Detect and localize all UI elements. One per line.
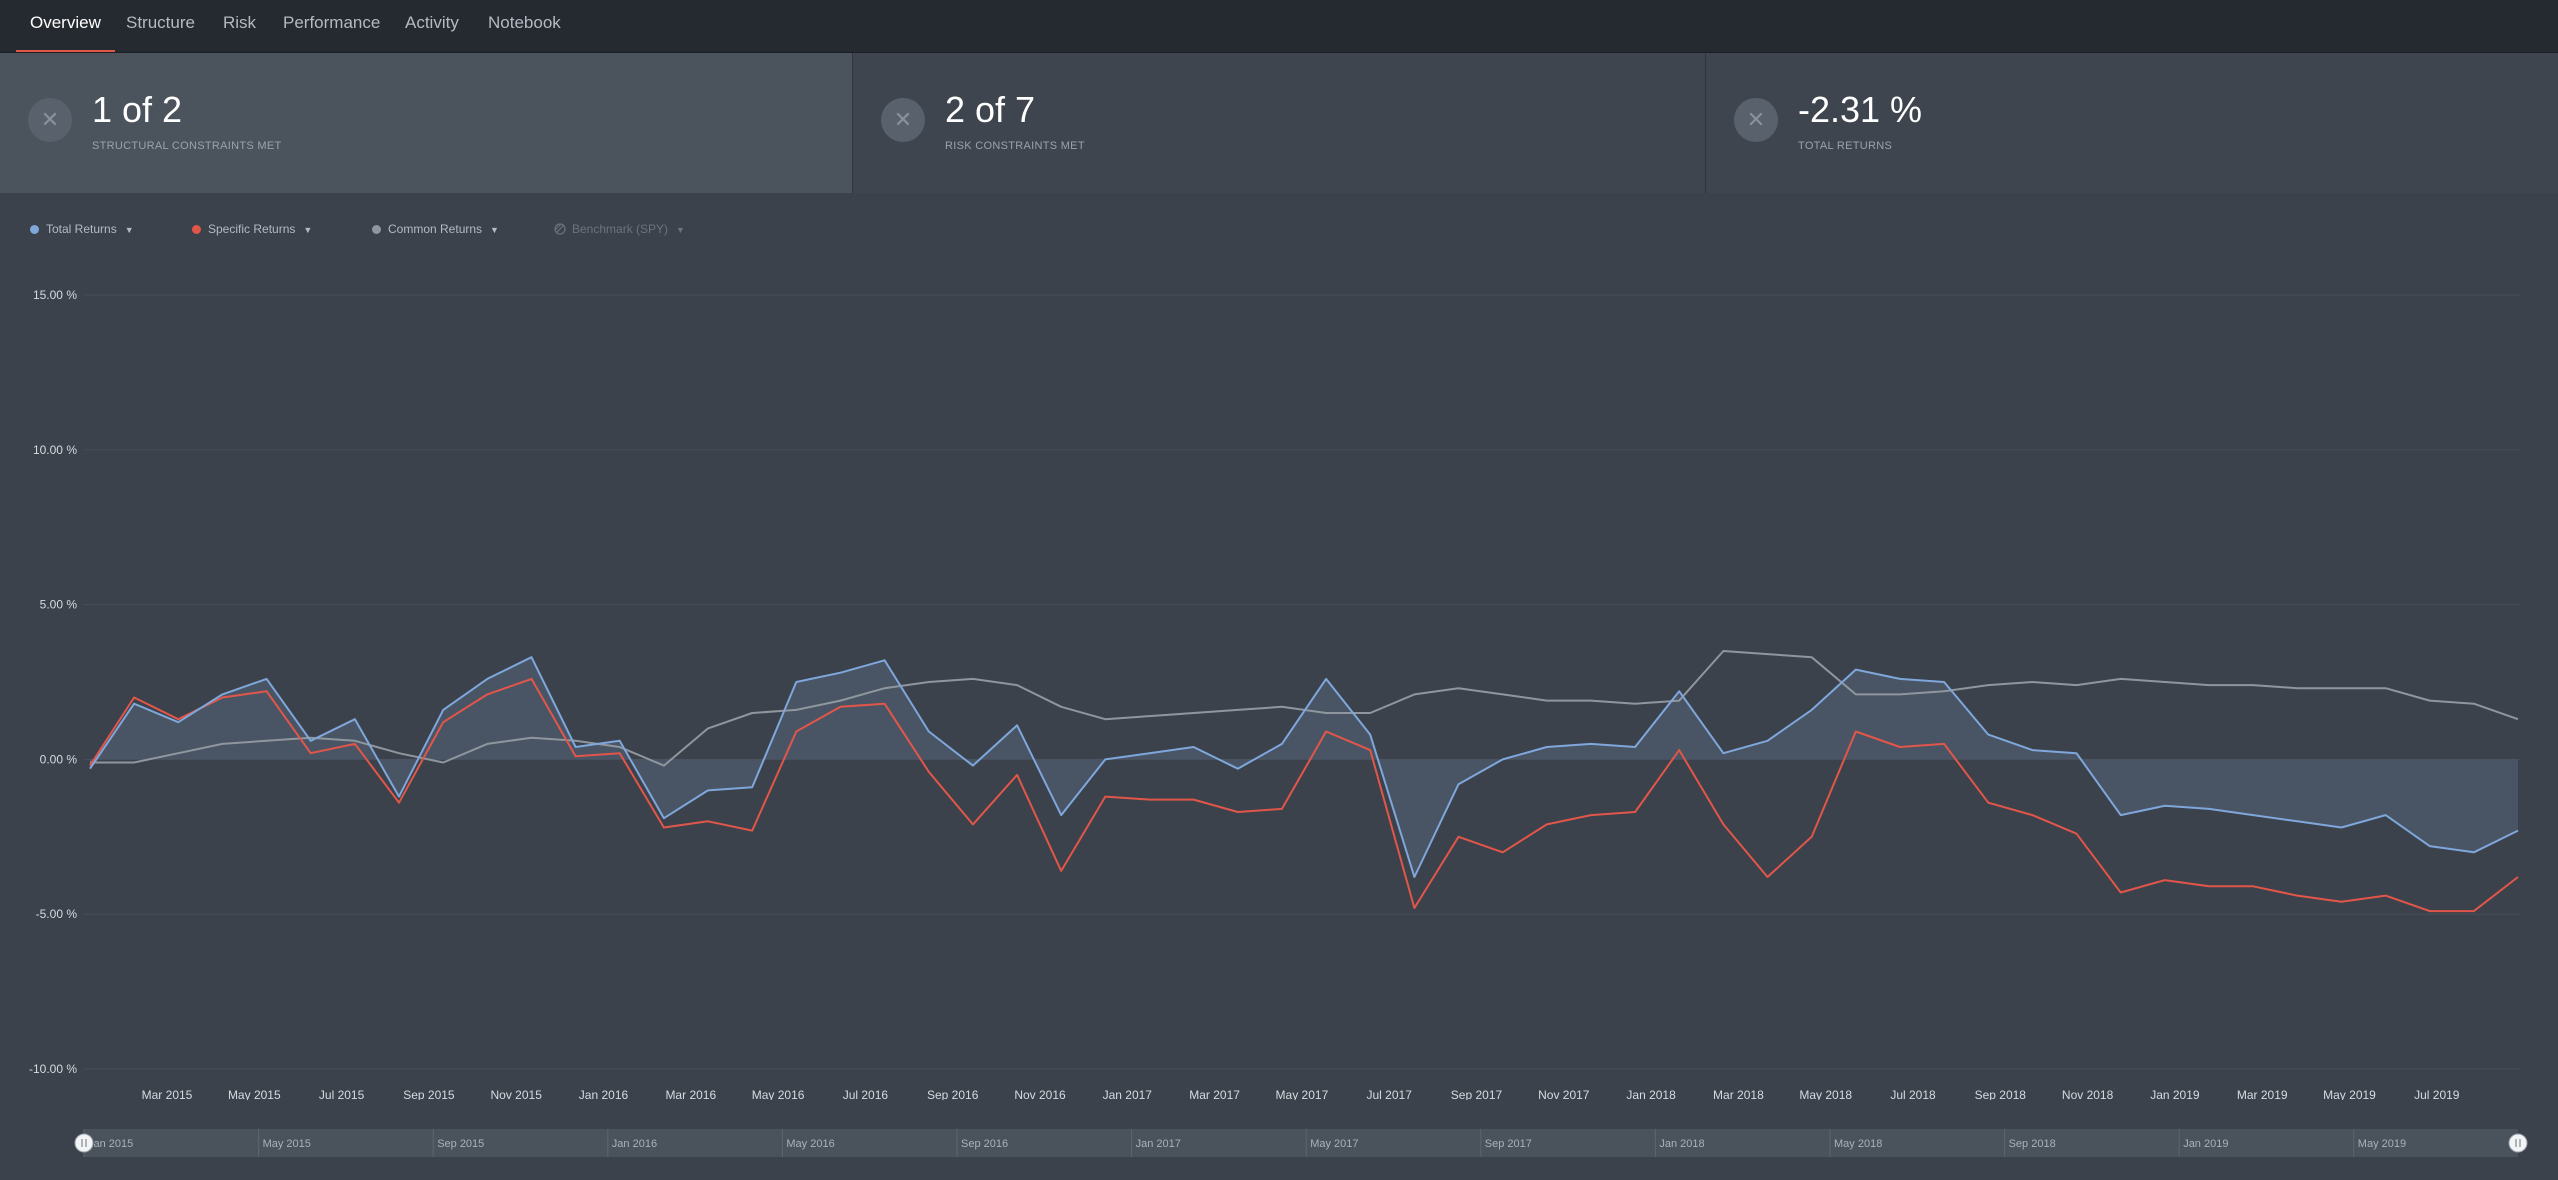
navigator-tick-label: Jan 2018 (1659, 1138, 1704, 1150)
top-nav: Overview Structure Risk Performance Acti… (0, 0, 2558, 53)
risk-constraints-card[interactable]: ✕ 2 of 7 RISK CONSTRAINTS MET (853, 53, 1706, 193)
x-tick-label: Mar 2017 (1189, 1088, 1240, 1100)
legend-dot-icon (30, 225, 39, 234)
navigator-tick-label: May 2018 (1834, 1138, 1882, 1150)
y-tick-label: -5.00 % (36, 907, 78, 921)
tab-activity[interactable]: Activity (405, 13, 459, 32)
x-tick-label: Sep 2018 (1975, 1088, 2027, 1100)
navigator-tick-label: Sep 2017 (1485, 1138, 1532, 1150)
x-tick-label: Nov 2017 (1538, 1088, 1590, 1100)
chart-gridlines (84, 294, 2520, 1070)
navigator-right-handle[interactable] (2508, 1133, 2528, 1153)
x-tick-label: Sep 2016 (927, 1088, 979, 1100)
tab-performance[interactable]: Performance (283, 13, 381, 32)
x-tick-label: Jul 2015 (319, 1088, 365, 1100)
legend-common-returns[interactable]: Common Returns ▼ (372, 222, 499, 236)
navigator-tick-label: May 2017 (1310, 1138, 1358, 1150)
tab-overview[interactable]: Overview (16, 0, 115, 52)
y-tick-label: -10.00 % (29, 1062, 77, 1076)
close-icon: ✕ (881, 98, 925, 142)
legend-total-returns[interactable]: Total Returns ▼ (30, 222, 134, 236)
navigator-tick-label: Jan 2015 (88, 1138, 133, 1150)
caret-down-icon: ▼ (303, 225, 313, 235)
caret-down-icon: ▼ (124, 225, 134, 235)
navigator-tick-label: May 2016 (786, 1138, 834, 1150)
x-tick-label: Mar 2016 (665, 1088, 716, 1100)
x-tick-label: Jul 2019 (2414, 1088, 2460, 1100)
x-tick-label: May 2015 (228, 1088, 281, 1100)
x-tick-label: Jul 2018 (1890, 1088, 1936, 1100)
returns-chart[interactable]: 15.00 % 10.00 % 5.00 % 0.00 % -5.00 % -10.00 … (0, 260, 2558, 1100)
y-axis-labels: 15.00 % 10.00 % 5.00 % 0.00 % -5.00 % -10.00 … (29, 288, 77, 1076)
legend-label: Specific Returns (208, 222, 296, 236)
navigator-tick-label: Jan 2019 (2183, 1138, 2228, 1150)
caret-down-icon: ▼ (490, 225, 499, 235)
x-tick-label: Jan 2018 (1626, 1088, 1676, 1100)
close-icon: ✕ (28, 98, 72, 142)
x-tick-label: May 2016 (752, 1088, 805, 1100)
legend-dot-icon (192, 225, 201, 234)
x-tick-label: Jan 2019 (2150, 1088, 2200, 1100)
tab-structure[interactable]: Structure (126, 13, 195, 32)
navigator-tick-label: Sep 2018 (2009, 1138, 2056, 1150)
tab-risk[interactable]: Risk (223, 13, 257, 32)
legend-benchmark[interactable]: Benchmark (SPY) ▼ (554, 222, 685, 236)
risk-constraints-value: 2 of 7 (945, 89, 1036, 130)
x-tick-label: Mar 2015 (142, 1088, 193, 1100)
x-tick-label: Nov 2015 (491, 1088, 543, 1100)
x-tick-label: May 2017 (1276, 1088, 1329, 1100)
specific-returns-line (89, 677, 2519, 913)
x-tick-label: Nov 2016 (1014, 1088, 1066, 1100)
legend-dot-icon (372, 225, 381, 234)
structural-constraints-label: STRUCTURAL CONSTRAINTS MET (92, 140, 282, 152)
x-tick-label: Jul 2017 (1367, 1088, 1413, 1100)
structural-constraints-card[interactable]: ✕ 1 of 2 STRUCTURAL CONSTRAINTS MET (0, 53, 853, 193)
y-tick-label: 10.00 % (33, 443, 77, 457)
navigator-tick-label: May 2019 (2358, 1138, 2406, 1150)
range-navigator[interactable]: Jan 2015 May 2015 Sep 2015 Jan 2016 May 2016… (0, 1128, 2558, 1158)
legend-label: Benchmark (SPY) (572, 222, 669, 236)
navigator-tick-label: Sep 2016 (961, 1138, 1008, 1150)
x-tick-label: Jan 2016 (579, 1088, 629, 1100)
x-tick-label: Mar 2018 (1713, 1088, 1764, 1100)
navigator-tick-label: May 2015 (263, 1138, 311, 1150)
navigator-tick-label: Sep 2015 (437, 1138, 484, 1150)
x-tick-label: May 2018 (1799, 1088, 1852, 1100)
x-axis-labels: Mar 2015 May 2015 Jul 2015 Sep 2015 Nov 2015… (142, 1088, 2460, 1100)
structural-constraints-value: 1 of 2 (92, 89, 183, 130)
hidden-series-icon (554, 223, 566, 235)
navigator-track[interactable] (84, 1129, 2518, 1157)
y-tick-label: 15.00 % (33, 288, 77, 302)
total-returns-line (89, 656, 2519, 878)
x-tick-label: Jan 2017 (1103, 1088, 1153, 1100)
tab-notebook[interactable]: Notebook (488, 13, 561, 32)
legend-label: Total Returns (46, 222, 117, 236)
x-tick-label: Jul 2016 (843, 1088, 889, 1100)
y-tick-label: 5.00 % (40, 598, 78, 612)
total-returns-card[interactable]: ✕ -2.31 % TOTAL RETURNS (1706, 53, 2558, 193)
series-lines (89, 650, 2519, 913)
summary-cards: ✕ 1 of 2 STRUCTURAL CONSTRAINTS MET ✕ 2 … (0, 53, 2558, 193)
total-returns-value: -2.31 % (1798, 89, 1923, 130)
navigator-tick-label: Jan 2016 (612, 1138, 657, 1150)
total-returns-fill (90, 657, 2518, 877)
close-icon: ✕ (1734, 98, 1778, 142)
x-tick-label: Nov 2018 (2062, 1088, 2114, 1100)
x-tick-label: Sep 2017 (1451, 1088, 1503, 1100)
legend-label: Common Returns (388, 222, 483, 236)
navigator-tick-label: Jan 2017 (1136, 1138, 1181, 1150)
legend-specific-returns[interactable]: Specific Returns ▼ (192, 222, 312, 236)
navigator-left-handle[interactable] (74, 1133, 94, 1153)
x-tick-label: Mar 2019 (2237, 1088, 2288, 1100)
total-returns-area (90, 657, 2518, 877)
caret-down-icon: ▼ (676, 225, 685, 235)
y-tick-label: 0.00 % (40, 752, 78, 766)
navigator-ticks: Jan 2015 May 2015 Sep 2015 Jan 2016 May 2016… (83, 1129, 2406, 1157)
x-tick-label: Sep 2015 (403, 1088, 455, 1100)
risk-constraints-label: RISK CONSTRAINTS MET (945, 140, 1085, 152)
total-returns-label: TOTAL RETURNS (1798, 140, 1893, 152)
x-tick-label: May 2019 (2323, 1088, 2376, 1100)
